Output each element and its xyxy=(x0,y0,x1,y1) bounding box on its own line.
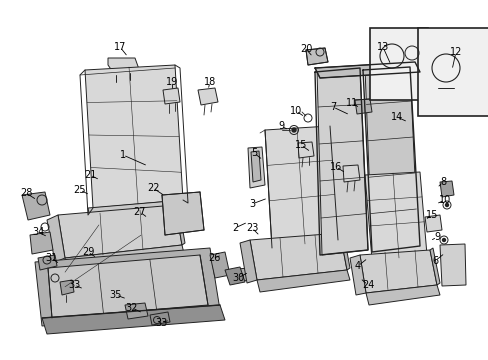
Polygon shape xyxy=(150,312,170,325)
Polygon shape xyxy=(48,255,207,318)
Polygon shape xyxy=(47,215,65,262)
Text: 32: 32 xyxy=(125,303,138,313)
Text: 18: 18 xyxy=(203,77,216,87)
Text: 3: 3 xyxy=(248,199,255,209)
Text: 19: 19 xyxy=(165,77,178,87)
Polygon shape xyxy=(227,268,249,283)
Text: 33: 33 xyxy=(68,280,80,290)
Polygon shape xyxy=(354,99,371,114)
Polygon shape xyxy=(85,65,183,208)
Polygon shape xyxy=(65,245,184,272)
Circle shape xyxy=(445,203,447,207)
Text: 4: 4 xyxy=(354,261,360,271)
Polygon shape xyxy=(58,205,182,258)
Polygon shape xyxy=(305,48,327,65)
Polygon shape xyxy=(240,240,257,283)
Text: 15: 15 xyxy=(294,140,306,150)
Polygon shape xyxy=(316,68,367,255)
Polygon shape xyxy=(125,303,148,319)
Polygon shape xyxy=(162,192,203,235)
Text: 10: 10 xyxy=(438,195,450,205)
Text: 1: 1 xyxy=(120,150,126,160)
Text: 5: 5 xyxy=(250,148,257,158)
Polygon shape xyxy=(424,215,441,232)
Text: 21: 21 xyxy=(83,170,96,180)
Text: 23: 23 xyxy=(245,223,258,233)
Polygon shape xyxy=(35,248,220,326)
Polygon shape xyxy=(163,88,180,104)
Polygon shape xyxy=(339,230,349,270)
Text: 17: 17 xyxy=(114,42,126,52)
Text: 14: 14 xyxy=(390,112,402,122)
Circle shape xyxy=(442,238,445,242)
Polygon shape xyxy=(429,248,439,285)
Text: 35: 35 xyxy=(110,290,122,300)
Text: 22: 22 xyxy=(146,183,159,193)
Text: 6: 6 xyxy=(431,256,437,266)
Text: 7: 7 xyxy=(329,102,335,112)
Text: 20: 20 xyxy=(299,44,311,54)
Text: 27: 27 xyxy=(134,207,146,217)
Text: 33: 33 xyxy=(155,318,167,328)
Bar xyxy=(369,28,427,100)
Text: 26: 26 xyxy=(207,253,220,263)
Polygon shape xyxy=(30,232,53,254)
Polygon shape xyxy=(250,151,261,182)
Text: 31: 31 xyxy=(45,253,57,263)
Polygon shape xyxy=(359,250,436,293)
Text: 28: 28 xyxy=(20,188,32,198)
Circle shape xyxy=(291,128,295,132)
Text: 29: 29 xyxy=(81,247,94,257)
Text: 30: 30 xyxy=(231,273,244,283)
Text: 9: 9 xyxy=(277,121,284,131)
Polygon shape xyxy=(314,62,419,78)
Polygon shape xyxy=(364,65,417,250)
Polygon shape xyxy=(439,244,465,286)
Text: 34: 34 xyxy=(32,227,44,237)
Text: 8: 8 xyxy=(439,177,445,187)
Polygon shape xyxy=(42,305,224,334)
Polygon shape xyxy=(297,142,313,158)
Text: 15: 15 xyxy=(425,210,437,220)
Polygon shape xyxy=(342,165,359,182)
Text: 25: 25 xyxy=(74,185,86,195)
Polygon shape xyxy=(364,172,426,260)
Polygon shape xyxy=(38,255,57,270)
Polygon shape xyxy=(22,192,50,220)
Polygon shape xyxy=(88,200,185,224)
Polygon shape xyxy=(60,280,74,295)
Text: 13: 13 xyxy=(376,42,388,52)
Text: 11: 11 xyxy=(345,98,357,108)
Text: 24: 24 xyxy=(361,280,373,290)
Polygon shape xyxy=(264,240,341,264)
Polygon shape xyxy=(175,202,184,245)
Text: 16: 16 xyxy=(329,162,342,172)
Polygon shape xyxy=(224,267,244,285)
Bar xyxy=(417,28,488,116)
Text: 2: 2 xyxy=(231,223,238,233)
Text: 12: 12 xyxy=(449,47,461,57)
Polygon shape xyxy=(365,285,439,305)
Polygon shape xyxy=(108,58,140,75)
Polygon shape xyxy=(264,126,337,248)
Polygon shape xyxy=(439,181,453,197)
Text: 10: 10 xyxy=(289,106,302,116)
Polygon shape xyxy=(249,233,346,280)
Polygon shape xyxy=(257,270,349,292)
Polygon shape xyxy=(349,255,365,295)
Polygon shape xyxy=(247,147,264,188)
Text: 9: 9 xyxy=(433,232,439,242)
Polygon shape xyxy=(198,88,218,105)
Polygon shape xyxy=(209,252,229,278)
